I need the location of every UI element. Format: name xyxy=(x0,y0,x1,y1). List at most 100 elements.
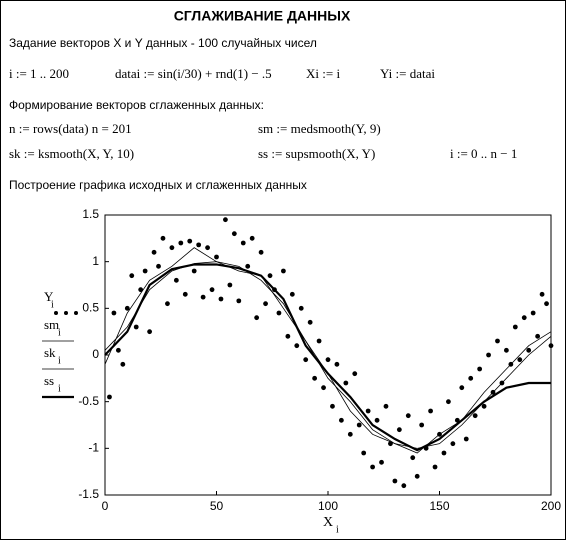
legend-label: sm xyxy=(44,317,59,332)
x-tick-label: 0 xyxy=(102,499,109,513)
data-point xyxy=(298,305,304,311)
formula: i := 1 .. 200 xyxy=(9,66,69,81)
data-point xyxy=(240,240,246,246)
data-point xyxy=(281,268,286,274)
title: СГЛАЖИВАНИЕ ДАННЫХ xyxy=(174,8,351,24)
formula: n := rows(data) n = 201 xyxy=(9,121,132,136)
data-point xyxy=(374,417,380,423)
data-point xyxy=(379,459,384,465)
data-point xyxy=(477,366,483,372)
y-tick-label: -0.5 xyxy=(78,394,99,408)
legend-marker xyxy=(74,311,78,315)
legend-subscript: i xyxy=(51,299,54,310)
legend-subscript: i xyxy=(58,383,61,394)
data-point xyxy=(156,263,161,269)
y-tick-label: 1 xyxy=(92,254,99,268)
data-point xyxy=(151,249,157,255)
data-point xyxy=(205,245,210,251)
heading: Построение графика исходных и сглаженных… xyxy=(9,178,307,192)
data-point xyxy=(504,347,509,353)
data-point xyxy=(544,301,549,307)
data-point xyxy=(160,235,166,241)
data-point xyxy=(173,277,179,283)
data-point xyxy=(517,357,523,363)
data-point xyxy=(267,273,273,279)
data-point xyxy=(343,380,349,386)
data-point xyxy=(231,231,237,237)
data-point xyxy=(365,408,371,414)
formula: datai := sin(i/30) + rnd(1) − .5 xyxy=(115,66,272,81)
legend-label: ss xyxy=(44,373,54,388)
legend-marker xyxy=(54,311,58,315)
data-point xyxy=(227,282,233,288)
data-point xyxy=(530,310,536,316)
data-point xyxy=(383,403,389,409)
data-point xyxy=(539,291,545,297)
data-point xyxy=(338,417,344,423)
data-point xyxy=(347,431,353,437)
data-point xyxy=(165,301,170,307)
data-point xyxy=(289,291,295,297)
data-point xyxy=(325,357,331,363)
data-point xyxy=(182,291,188,297)
data-point xyxy=(147,329,153,335)
data-point xyxy=(115,347,121,353)
data-point xyxy=(133,324,139,330)
smoothed-line xyxy=(104,263,551,452)
data-point xyxy=(196,242,202,248)
heading: Формирование векторов сглаженных данных: xyxy=(9,98,264,112)
y-tick-label: 0 xyxy=(92,347,99,361)
formula: ss := supsmooth(X, Y) xyxy=(258,146,375,161)
data-point xyxy=(548,343,554,349)
y-tick-label: 0.5 xyxy=(82,301,99,315)
data-point xyxy=(428,408,433,414)
formula: Yi := datai xyxy=(380,66,435,81)
data-point xyxy=(535,333,541,339)
data-point xyxy=(263,301,268,307)
formula: Xi := i xyxy=(306,66,340,81)
data-point xyxy=(312,375,318,381)
data-point xyxy=(249,235,255,241)
x-tick-label: 200 xyxy=(541,499,561,513)
data-point xyxy=(450,441,456,447)
legend-subscript: i xyxy=(58,355,61,366)
data-point xyxy=(414,473,420,479)
data-point xyxy=(200,294,206,300)
data-point xyxy=(495,338,500,344)
data-point xyxy=(245,263,251,269)
data-point xyxy=(454,417,460,423)
y-tick-label: 1.5 xyxy=(82,207,99,221)
intro: Задание векторов X и Y данных - 100 случ… xyxy=(9,36,317,50)
data-point xyxy=(124,305,130,311)
data-point xyxy=(187,238,193,244)
x-tick-label: 150 xyxy=(429,499,449,513)
data-point xyxy=(361,450,367,456)
data-point xyxy=(142,268,148,274)
data-point xyxy=(209,287,215,293)
legend-subscript: i xyxy=(58,327,61,338)
data-point xyxy=(236,298,242,304)
data-point xyxy=(214,254,219,260)
x-tick-label: 100 xyxy=(318,499,338,513)
x-axis-label-subscript: i xyxy=(336,524,339,535)
y-tick-label: -1 xyxy=(88,441,99,455)
data-point xyxy=(472,413,478,419)
data-point xyxy=(218,296,224,302)
data-point xyxy=(392,478,398,484)
data-point xyxy=(521,315,527,321)
data-point xyxy=(191,268,197,274)
data-point xyxy=(356,422,362,428)
data-point xyxy=(285,333,291,339)
data-point xyxy=(307,319,313,325)
data-point xyxy=(107,394,112,400)
data-point xyxy=(303,357,309,363)
data-point xyxy=(169,245,175,251)
data-point xyxy=(481,403,487,409)
data-point xyxy=(178,240,184,246)
data-point xyxy=(352,371,358,377)
data-point xyxy=(463,436,469,442)
data-point xyxy=(401,483,407,489)
data-point xyxy=(526,347,532,353)
formula: sm := medsmooth(Y, 9) xyxy=(258,121,381,136)
